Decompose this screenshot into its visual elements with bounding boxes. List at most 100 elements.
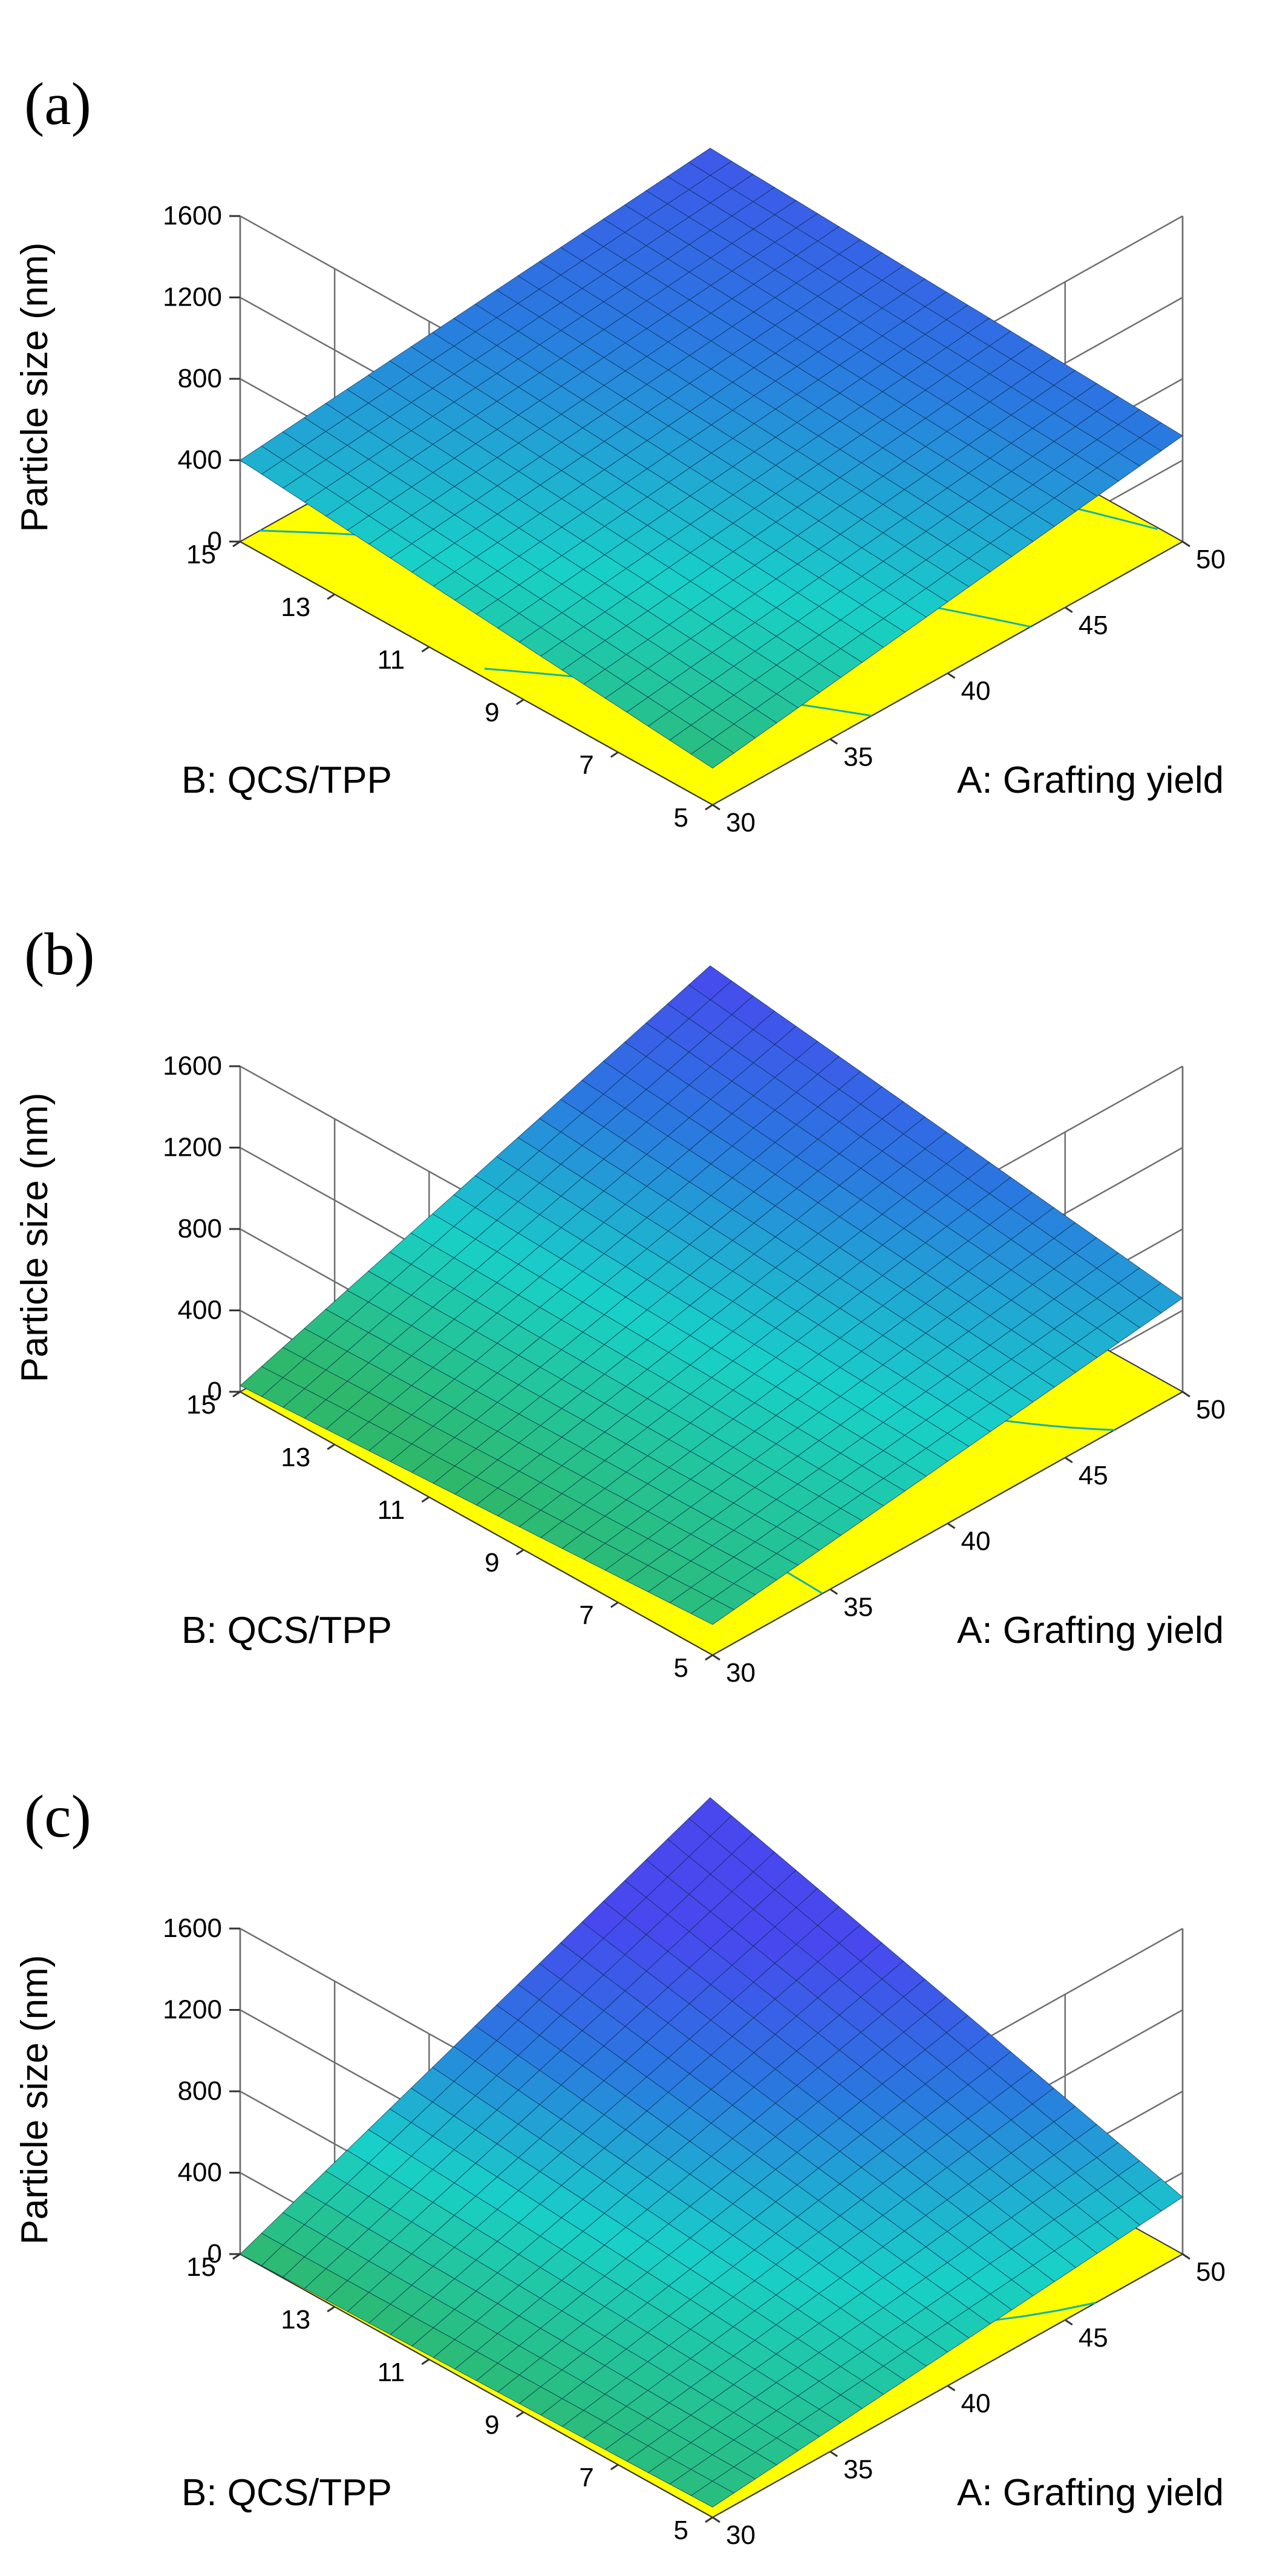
z-tick-label: 1200 xyxy=(163,1133,222,1162)
b-tick-label: 7 xyxy=(579,2463,593,2492)
surface-cell xyxy=(690,1598,735,1625)
panel-label: (c) xyxy=(24,1783,91,1850)
a-tick-label: 30 xyxy=(726,1658,756,1688)
z-tick-label: 400 xyxy=(178,445,222,475)
b-tick-label: 7 xyxy=(579,1601,593,1630)
b-tick-mark xyxy=(515,2411,524,2418)
b-tick-label: 15 xyxy=(186,2252,216,2282)
a-axis-title: A: Grafting yield xyxy=(957,2472,1224,2514)
a-tick-label: 35 xyxy=(843,1592,873,1622)
a-tick-mark xyxy=(1064,606,1073,613)
b-tick-mark xyxy=(327,593,336,600)
b-tick-label: 5 xyxy=(674,2515,688,2545)
b-tick-mark xyxy=(421,646,430,653)
a-tick-label: 40 xyxy=(961,677,991,706)
a-tick-label: 50 xyxy=(1196,2257,1226,2287)
a-tick-mark xyxy=(1182,2253,1190,2260)
b-tick-label: 15 xyxy=(186,1390,216,1420)
b-tick-mark xyxy=(421,2358,430,2365)
b-tick-mark xyxy=(232,2253,241,2260)
a-tick-mark xyxy=(947,672,956,679)
z-tick-label: 0 xyxy=(207,1377,222,1406)
z-axis-title: Particle size (nm) xyxy=(14,1093,56,1383)
response-surface xyxy=(240,965,1183,1625)
b-tick-label: 5 xyxy=(674,1653,688,1683)
b-axis-title: B: QCS/TPP xyxy=(181,1610,392,1651)
z-tick-label: 0 xyxy=(207,526,222,556)
a-tick-label: 45 xyxy=(1079,611,1108,640)
a-tick-mark xyxy=(947,2385,956,2391)
z-tick-label: 1600 xyxy=(163,201,222,231)
b-tick-mark xyxy=(515,1549,524,1556)
a-tick-mark xyxy=(1182,540,1190,548)
z-tick-label: 800 xyxy=(178,364,222,393)
a-tick-label: 50 xyxy=(1196,545,1226,574)
b-tick-label: 11 xyxy=(377,1495,405,1525)
a-tick-label: 30 xyxy=(726,808,756,837)
z-tick-label: 800 xyxy=(178,1214,222,1244)
b-tick-label: 11 xyxy=(377,2358,405,2387)
a-tick-label: 40 xyxy=(961,2389,991,2419)
b-tick-label: 13 xyxy=(281,592,310,622)
z-tick-label: 400 xyxy=(178,2158,222,2188)
b-tick-label: 7 xyxy=(579,750,593,780)
b-tick-label: 13 xyxy=(281,1443,310,1472)
z-axis-title: Particle size (nm) xyxy=(14,1955,56,2245)
b-tick-label: 13 xyxy=(281,2305,310,2335)
b-tick-mark xyxy=(327,1443,336,1450)
b-axis-title: B: QCS/TPP xyxy=(181,759,392,801)
z-tick-label: 400 xyxy=(178,1296,222,1325)
b-tick-label: 15 xyxy=(186,540,216,569)
b-tick-mark xyxy=(232,540,241,548)
z-tick-label: 1200 xyxy=(163,1995,222,2025)
response-surface xyxy=(240,1797,1183,2508)
surface-cell xyxy=(690,738,735,769)
b-tick-mark xyxy=(232,1391,241,1398)
b-tick-label: 11 xyxy=(377,645,405,675)
a-tick-mark xyxy=(829,738,838,745)
z-tick-label: 800 xyxy=(178,2076,222,2106)
panel-3: 0 400 800 1200 1600 5 7 9 11 13 15 30 35 40 45 50 Partic… xyxy=(14,1783,1226,2550)
z-axis-title: Particle size (nm) xyxy=(14,243,56,533)
a-tick-label: 30 xyxy=(726,2520,756,2550)
a-tick-label: 40 xyxy=(961,1527,991,1556)
a-tick-mark xyxy=(829,1588,838,1595)
z-tick-label: 1200 xyxy=(163,283,222,312)
axes: 0 400 800 1200 1600 5 7 9 11 13 15 30 35 40 45 50 xyxy=(163,201,1226,837)
a-tick-label: 50 xyxy=(1196,1395,1226,1424)
a-tick-mark xyxy=(1064,2319,1073,2325)
a-tick-mark xyxy=(1182,1391,1190,1398)
a-tick-mark xyxy=(1064,1457,1073,1463)
axes: 0 400 800 1200 1600 5 7 9 11 13 15 30 35 40 45 50 xyxy=(163,1051,1226,1688)
b-tick-mark xyxy=(421,1496,430,1503)
b-axis-title: B: QCS/TPP xyxy=(181,2472,392,2514)
b-tick-label: 5 xyxy=(674,803,688,833)
a-tick-mark xyxy=(947,1522,956,1529)
z-tick-label: 1600 xyxy=(163,1051,222,1081)
a-tick-label: 35 xyxy=(843,2454,873,2484)
a-axis-title: A: Grafting yield xyxy=(957,1610,1224,1651)
a-tick-mark xyxy=(829,2451,838,2457)
b-tick-mark xyxy=(610,2463,619,2471)
panel-label: (b) xyxy=(24,920,95,988)
b-tick-mark xyxy=(515,698,524,706)
b-tick-mark xyxy=(327,2306,336,2313)
response-surface xyxy=(240,148,1183,769)
b-tick-label: 9 xyxy=(485,698,499,727)
b-tick-mark xyxy=(705,2516,713,2523)
z-tick-label: 0 xyxy=(207,2239,222,2269)
a-tick-mark xyxy=(712,804,720,811)
a-tick-mark xyxy=(712,1654,720,1661)
b-tick-mark xyxy=(705,804,713,811)
a-tick-mark xyxy=(712,2516,720,2523)
axes: 0 400 800 1200 1600 5 7 9 11 13 15 30 35 40 45 50 xyxy=(163,1913,1226,2550)
a-tick-label: 35 xyxy=(843,742,873,772)
b-tick-mark xyxy=(705,1654,713,1661)
panel-label: (a) xyxy=(24,70,91,137)
surface-cell xyxy=(690,2480,735,2508)
b-tick-label: 9 xyxy=(485,2410,499,2440)
b-tick-label: 9 xyxy=(485,1548,499,1578)
panel-1: 0 400 800 1200 1600 5 7 9 11 13 15 30 35 40 45 50 Partic… xyxy=(14,70,1226,837)
a-tick-label: 45 xyxy=(1079,2323,1108,2353)
